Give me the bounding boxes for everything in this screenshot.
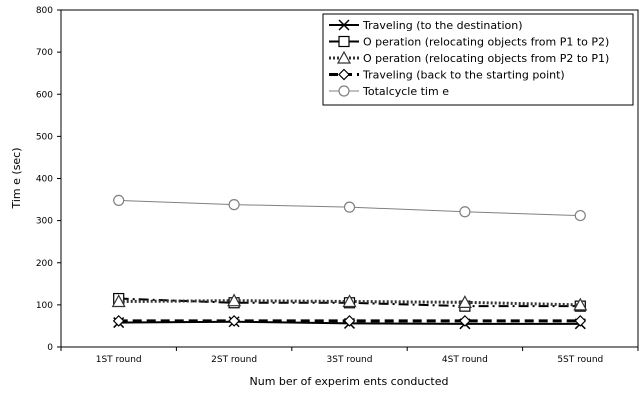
x-axis-title: Num ber of experim ents conducted <box>250 375 449 388</box>
legend-label: O peration (relocating objects from P1 t… <box>363 36 609 49</box>
series-line <box>118 297 581 308</box>
marker-shape <box>336 50 352 64</box>
data-point <box>111 294 126 308</box>
legend-swatch-marker <box>338 85 350 97</box>
series-line <box>118 299 581 307</box>
y-axis-ticks: 0 100 200 300 400 500 600 700 800 <box>36 6 61 353</box>
x-tick-label: 5ST round <box>557 355 603 365</box>
marker-shape <box>343 201 356 213</box>
marker-shape <box>111 294 126 308</box>
data-point <box>228 199 240 211</box>
x-tick-label: 3ST round <box>327 355 373 365</box>
legend: Traveling (to the destination) O peration… <box>322 13 634 106</box>
legend-label: Traveling (back to the starting point) <box>362 69 565 82</box>
marker-shape <box>459 206 471 218</box>
marker-shape <box>112 315 125 327</box>
marker-stroke <box>338 19 350 31</box>
legend-label: O peration (relocating objects from P2 t… <box>363 52 609 65</box>
legend-entry: Traveling (to the destination) <box>329 19 523 32</box>
y-tick-label: 400 <box>36 175 53 185</box>
y-tick-label: 700 <box>36 48 53 58</box>
y-tick-label: 100 <box>36 301 53 311</box>
y-axis-title: Tim e (sec) <box>10 147 23 209</box>
data-point <box>573 297 588 311</box>
data-point <box>459 206 471 218</box>
data-point <box>112 315 125 327</box>
marker-shape <box>574 315 587 327</box>
legend-entry: Totalcycle tim e <box>329 85 449 98</box>
y-tick-label: 500 <box>36 132 53 142</box>
y-tick-label: 300 <box>36 217 53 227</box>
marker-shape <box>573 297 588 311</box>
marker-shape <box>457 295 472 308</box>
marker-shape <box>228 315 240 327</box>
series-5 <box>113 194 586 222</box>
data-point <box>228 315 240 327</box>
data-point <box>459 315 471 327</box>
marker-shape <box>338 68 350 81</box>
marker-shape <box>343 315 356 327</box>
legend-swatch-marker <box>338 35 350 48</box>
x-tick-label: 4ST round <box>442 355 488 365</box>
y-tick-label: 200 <box>36 259 53 269</box>
marker-shape <box>228 199 240 211</box>
y-tick-label: 600 <box>36 90 53 100</box>
data-point <box>574 209 586 222</box>
x-tick-label: 2ST round <box>211 355 257 365</box>
marker-shape <box>342 294 357 308</box>
legend-entry: Traveling (back to the starting point) <box>329 69 565 82</box>
x-tick-label: 1ST round <box>96 355 142 365</box>
marker-shape <box>459 315 471 327</box>
legend-entry: O peration (relocating objects from P2 t… <box>329 50 609 65</box>
legend-swatch-marker <box>338 68 350 81</box>
data-point <box>227 293 242 307</box>
legend-swatch-marker <box>336 50 352 64</box>
marker-shape <box>338 85 350 97</box>
data-point <box>457 295 472 308</box>
y-tick-label: 0 <box>47 343 53 353</box>
series-layer <box>111 194 588 330</box>
legend-box <box>322 13 634 106</box>
marker-shape <box>227 293 242 307</box>
x-axis-ticks: 1ST round 2ST round 3ST round 4ST round 5ST … <box>60 347 639 365</box>
legend-entry: O peration (relocating objects from P1 t… <box>329 36 609 49</box>
legend-label: Traveling (to the destination) <box>362 19 523 32</box>
series-4 <box>112 315 587 327</box>
y-tick-label: 800 <box>36 6 53 16</box>
series-3 <box>111 293 588 311</box>
marker-shape <box>338 35 350 48</box>
marker-shape <box>574 209 586 222</box>
data-point <box>113 194 125 207</box>
data-point <box>343 201 356 213</box>
data-point <box>342 294 357 308</box>
marker-shape <box>113 194 125 207</box>
legend-swatch-marker <box>338 19 350 31</box>
data-point <box>574 315 587 327</box>
legend-label: Totalcycle tim e <box>362 85 449 98</box>
data-point <box>343 315 356 327</box>
